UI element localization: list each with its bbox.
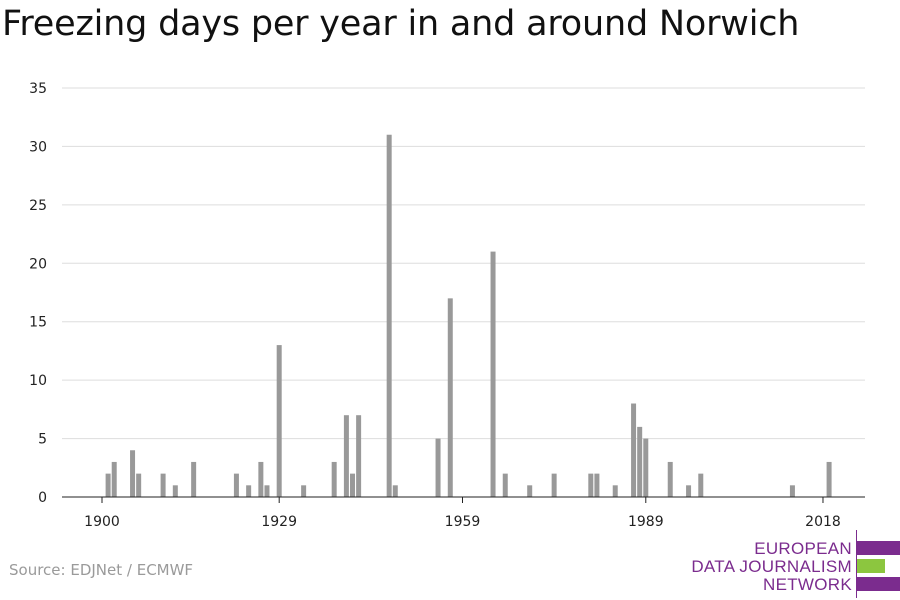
y-tick-label-0: 0 bbox=[38, 490, 47, 506]
bar-1922 bbox=[233, 473, 239, 497]
y-tick-label-10: 10 bbox=[29, 373, 47, 389]
x-tick-label-1959: 1959 bbox=[445, 514, 481, 530]
bar-1940 bbox=[343, 415, 349, 497]
bar-1927 bbox=[264, 485, 270, 497]
y-tick-label-20: 20 bbox=[29, 256, 47, 272]
gridlines bbox=[62, 87, 865, 440]
bar-1901 bbox=[105, 473, 111, 497]
y-tick-label-35: 35 bbox=[29, 81, 47, 97]
y-tick-label-15: 15 bbox=[29, 315, 47, 331]
logo-divider bbox=[856, 530, 857, 598]
bar-1942 bbox=[356, 415, 362, 497]
bar-1926 bbox=[258, 461, 264, 497]
bar-1948 bbox=[392, 485, 398, 497]
bar-1987 bbox=[631, 403, 637, 497]
bar-1906 bbox=[136, 473, 142, 497]
bar-1988 bbox=[637, 426, 643, 497]
bar-1915 bbox=[191, 461, 197, 497]
bar-1941 bbox=[350, 473, 356, 497]
y-tick-label-25: 25 bbox=[29, 198, 47, 214]
bar-1905 bbox=[130, 450, 136, 497]
bar-1984 bbox=[612, 485, 618, 497]
bar-1980 bbox=[588, 473, 594, 497]
bars bbox=[105, 134, 832, 497]
bar-1993 bbox=[667, 461, 673, 497]
y-tick-label-5: 5 bbox=[38, 432, 47, 448]
logo-line-data-journalism: DATA JOURNALISM bbox=[691, 557, 852, 576]
x-tick-label-1989: 1989 bbox=[628, 514, 664, 530]
bar-1996 bbox=[686, 485, 692, 497]
chart-title: Freezing days per year in and around Nor… bbox=[2, 4, 800, 44]
bar-1938 bbox=[331, 461, 337, 497]
x-axis-ticks: 1900 1929 1959 1989 2018 bbox=[84, 497, 841, 530]
x-tick-label-1929: 1929 bbox=[261, 514, 297, 530]
bar-1957 bbox=[447, 298, 453, 497]
bar-1929 bbox=[276, 345, 282, 497]
bar-1989 bbox=[643, 438, 649, 497]
bar-1912 bbox=[172, 485, 178, 497]
bar-1970 bbox=[527, 485, 533, 497]
bar-1955 bbox=[435, 438, 441, 497]
bar-1964 bbox=[490, 251, 496, 497]
bar-1998 bbox=[698, 473, 704, 497]
freezing-days-bar-chart: 0 5 10 15 20 25 30 35 1900 1929 1959 1989 2018 bbox=[29, 81, 865, 530]
bar-1981 bbox=[594, 473, 600, 497]
bar-1902 bbox=[111, 461, 117, 497]
logo-line-european: EUROPEAN bbox=[754, 539, 852, 558]
bar-1966 bbox=[502, 473, 508, 497]
logo-bar-purple-bottom bbox=[857, 577, 900, 591]
logo-bar-purple-top bbox=[857, 541, 900, 555]
bar-1947 bbox=[386, 134, 392, 497]
x-tick-label-2018: 2018 bbox=[805, 514, 841, 530]
edjnet-logo: EUROPEAN DATA JOURNALISM NETWORK bbox=[691, 528, 900, 600]
logo-bar-green bbox=[857, 559, 885, 573]
y-axis-tick-labels: 0 5 10 15 20 25 30 35 bbox=[29, 81, 47, 506]
bar-1910 bbox=[160, 473, 166, 497]
bar-1924 bbox=[246, 485, 252, 497]
source-note: Source: EDJNet / ECMWF bbox=[9, 561, 194, 579]
y-tick-label-30: 30 bbox=[29, 139, 47, 155]
bar-1933 bbox=[301, 485, 307, 497]
bar-1974 bbox=[551, 473, 557, 497]
bar-2019 bbox=[826, 461, 832, 497]
logo-line-network: NETWORK bbox=[763, 575, 852, 594]
x-tick-label-1900: 1900 bbox=[84, 514, 120, 530]
bar-2013 bbox=[789, 485, 795, 497]
